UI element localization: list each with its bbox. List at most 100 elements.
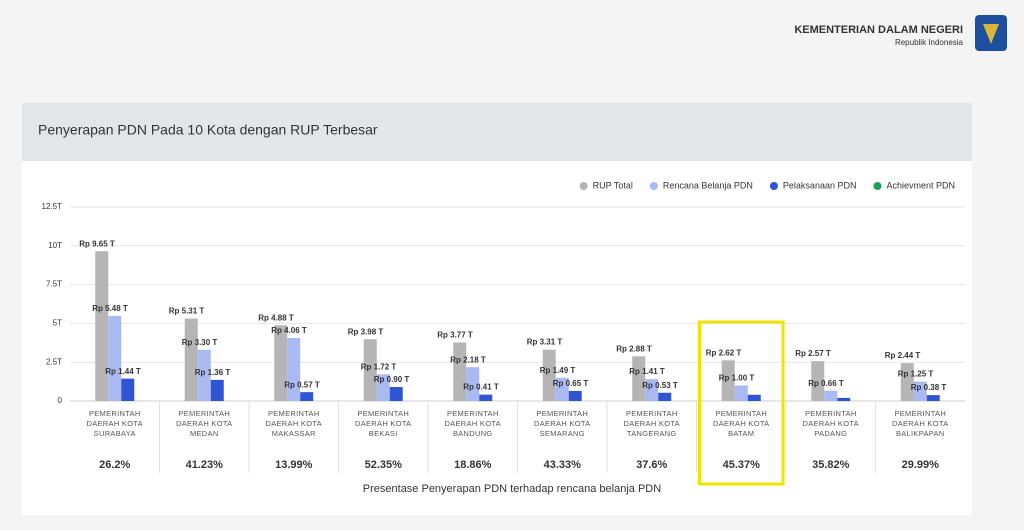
bar bbox=[479, 394, 493, 401]
bar bbox=[376, 374, 390, 401]
data-label: Rp 1.25 T bbox=[898, 370, 934, 379]
bar bbox=[555, 377, 569, 401]
bar bbox=[95, 251, 109, 401]
y-tick-label: 12.5T bbox=[42, 202, 63, 211]
bar bbox=[300, 392, 314, 401]
legend-swatch bbox=[649, 182, 658, 190]
data-label: Rp 2.88 T bbox=[616, 344, 652, 353]
bar bbox=[747, 394, 761, 401]
x-tick-label: PEMERINTAH DAERAH KOTA BEKASI bbox=[354, 409, 412, 438]
bar bbox=[453, 342, 467, 401]
data-label: Rp 1.41 T bbox=[629, 367, 665, 376]
legend-label: Achievment PDN bbox=[886, 180, 955, 190]
legend-swatch bbox=[769, 182, 778, 190]
bar bbox=[837, 397, 851, 401]
data-label: Rp 0.90 T bbox=[374, 375, 410, 384]
data-label: Rp 3.31 T bbox=[527, 338, 563, 347]
achievement-label: 41.23% bbox=[186, 459, 224, 471]
org-subtitle: Republik Indonesia bbox=[895, 38, 964, 47]
y-tick-label: 0 bbox=[58, 396, 63, 405]
x-tick-label: PEMERINTAH DAERAH KOTA MEDAN bbox=[175, 409, 233, 438]
data-label: Rp 2.18 T bbox=[450, 355, 486, 364]
achievement-label: 29.99% bbox=[902, 459, 940, 471]
bar bbox=[632, 356, 646, 401]
bar bbox=[913, 381, 927, 401]
data-label: Rp 3.30 T bbox=[182, 338, 218, 347]
bar bbox=[900, 363, 914, 401]
data-label: Rp 0.53 T bbox=[642, 381, 678, 390]
bar bbox=[824, 390, 838, 401]
x-tick-label: PEMERINTAH DAERAH KOTA BALIKPAPAN bbox=[891, 409, 949, 438]
achievement-label: 43.33% bbox=[544, 459, 582, 471]
data-label: Rp 1.44 T bbox=[105, 367, 141, 376]
bar bbox=[363, 339, 377, 401]
data-label: Rp 3.77 T bbox=[437, 331, 473, 340]
data-label: Rp 2.57 T bbox=[795, 349, 831, 358]
data-label: Rp 2.62 T bbox=[706, 348, 742, 357]
data-label: Rp 4.88 T bbox=[258, 313, 294, 322]
bar bbox=[389, 387, 403, 401]
x-tick-label: PEMERINTAH DAERAH KOTA BANDUNG bbox=[444, 409, 501, 438]
achievement-label: 26.2% bbox=[99, 459, 130, 471]
x-tick-label: PEMERINTAH DAERAH KOTA PADANG bbox=[802, 409, 859, 438]
x-axis-label: Presentase Penyerapan PDN terhadap renca… bbox=[363, 483, 661, 495]
data-label: Rp 4.06 T bbox=[271, 326, 307, 335]
y-tick-label: 7.5T bbox=[46, 280, 62, 289]
achievement-label: 13.99% bbox=[275, 459, 313, 471]
data-label: Rp 3.98 T bbox=[348, 327, 384, 336]
bar bbox=[926, 395, 940, 401]
bar bbox=[658, 392, 672, 401]
legend-label: Rencana Belanja PDN bbox=[663, 180, 753, 190]
data-label: Rp 1.49 T bbox=[540, 366, 576, 375]
achievement-label: 52.35% bbox=[365, 459, 403, 471]
logo-emblem bbox=[983, 24, 999, 44]
achievement-label: 35.82% bbox=[812, 459, 850, 471]
data-label: Rp 1.36 T bbox=[195, 368, 231, 377]
data-label: Rp 0.38 T bbox=[911, 383, 947, 392]
x-tick-label: PEMERINTAH DAERAH KOTA MAKASSAR bbox=[265, 409, 322, 438]
achievement-label: 18.86% bbox=[454, 459, 492, 471]
y-tick-label: 5T bbox=[53, 319, 62, 328]
bar bbox=[184, 318, 198, 401]
x-tick-label: PEMERINTAH DAERAH KOTA BATAM bbox=[712, 409, 770, 438]
legend-swatch bbox=[579, 182, 588, 190]
x-tick-label: PEMERINTAH DAERAH KOTA SURABAYA bbox=[86, 409, 143, 438]
bar bbox=[721, 360, 735, 401]
bar bbox=[542, 349, 556, 401]
data-label: Rp 9.65 T bbox=[79, 239, 115, 248]
data-label: Rp 5.48 T bbox=[92, 304, 128, 313]
bar bbox=[210, 379, 224, 401]
y-tick-label: 10T bbox=[48, 241, 62, 250]
data-label: Rp 0.66 T bbox=[808, 379, 844, 388]
bar bbox=[197, 349, 211, 401]
bar bbox=[734, 385, 748, 401]
data-label: Rp 2.44 T bbox=[885, 351, 921, 360]
card-header bbox=[22, 103, 972, 161]
org-title: KEMENTERIAN DALAM NEGERI bbox=[794, 24, 963, 36]
x-tick-label: PEMERINTAH DAERAH KOTA TANGERANG bbox=[623, 409, 680, 438]
x-tick-label: PEMERINTAH DAERAH KOTA SEMARANG bbox=[533, 409, 591, 438]
achievement-label: 37.6% bbox=[636, 459, 667, 471]
bar bbox=[466, 367, 480, 401]
y-tick-label: 2.5T bbox=[46, 357, 62, 366]
data-label: Rp 0.57 T bbox=[284, 380, 320, 389]
chart-title: Penyerapan PDN Pada 10 Kota dengan RUP T… bbox=[38, 122, 378, 138]
data-label: Rp 0.65 T bbox=[553, 379, 589, 388]
achievement-label: 45.37% bbox=[723, 459, 761, 471]
bar bbox=[274, 325, 288, 401]
bar bbox=[568, 390, 582, 401]
legend-swatch bbox=[873, 182, 882, 190]
data-label: Rp 5.31 T bbox=[169, 307, 205, 316]
legend-label: Pelaksanaan PDN bbox=[783, 180, 857, 190]
card bbox=[22, 103, 972, 515]
bar bbox=[108, 315, 122, 401]
highlight-box bbox=[698, 320, 785, 486]
data-label: Rp 1.72 T bbox=[361, 362, 397, 371]
bar bbox=[121, 378, 135, 401]
bar bbox=[287, 337, 301, 401]
bar bbox=[811, 361, 825, 401]
bar bbox=[645, 379, 659, 401]
data-label: Rp 1.00 T bbox=[719, 374, 755, 383]
legend-label: RUP Total bbox=[593, 180, 633, 190]
